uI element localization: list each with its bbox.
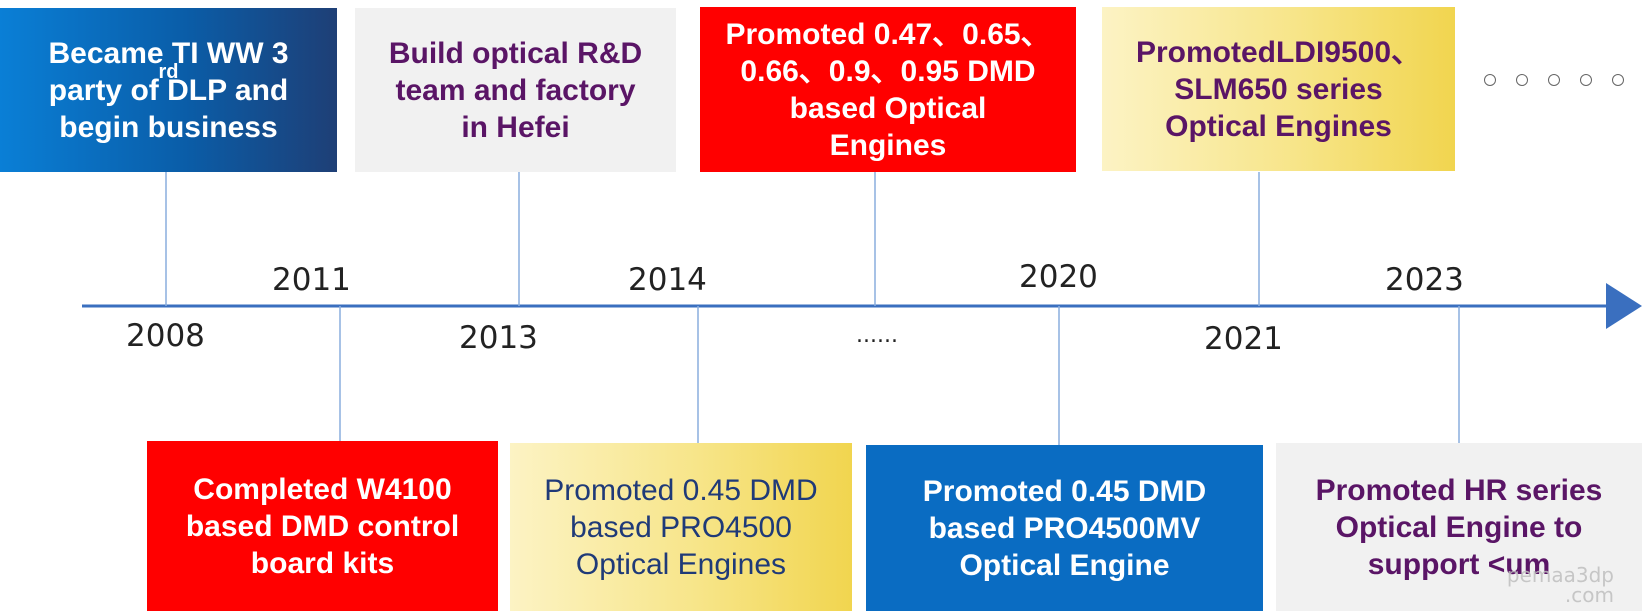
- milestone-2020-box: Promoted 0.45 DMD based PRO4500MV Optica…: [866, 445, 1263, 611]
- ellipsis-label: ......: [856, 323, 898, 348]
- milestone-dmd-line-3: based Optical: [789, 91, 987, 125]
- milestone-2020-line-1: Promoted 0.45 DMD: [922, 474, 1207, 508]
- year-label-2008: 2008: [126, 318, 205, 354]
- continuation-dot: [1580, 74, 1592, 86]
- milestone-dmd-line-4: Engines: [829, 128, 947, 162]
- watermark-line-2: .com: [1564, 583, 1614, 607]
- milestone-2011-line-1: Completed W4100: [193, 472, 452, 506]
- milestone-2011-line-3: board kits: [250, 546, 395, 580]
- continuation-dot: [1548, 74, 1560, 86]
- milestone-2020-line-2: based PRO4500MV: [928, 511, 1201, 545]
- milestone-2014-box: Promoted 0.45 DMD based PRO4500 Optical …: [510, 443, 852, 611]
- milestone-2014-line-2: based PRO4500: [570, 510, 792, 544]
- milestone-2021-line-2: SLM650 series: [1174, 72, 1383, 106]
- continuation-dots: [1484, 74, 1624, 86]
- milestone-2008-line-1-text: Became TI WW 3: [48, 36, 289, 70]
- milestone-2008-line-3: begin business: [59, 110, 278, 144]
- timeline-arrowhead: [1606, 283, 1642, 329]
- milestone-2021-line-3: Optical Engines: [1165, 109, 1392, 143]
- continuation-dot: [1612, 74, 1624, 86]
- year-label-2011: 2011: [272, 262, 351, 298]
- year-label-2021: 2021: [1204, 321, 1283, 357]
- milestone-2014-line-3: Optical Engines: [575, 547, 787, 581]
- milestone-2013-line-1: Build optical R&D: [388, 36, 643, 70]
- milestone-2021-line-1: PromotedLDI9500、: [1135, 35, 1422, 69]
- continuation-dot: [1516, 74, 1528, 86]
- milestone-2013-line-2: team and factory: [395, 73, 636, 107]
- watermark: pemaa3dp .com: [1507, 565, 1614, 605]
- milestone-dmd-engines-box: Promoted 0.47、0.65、 0.66、0.9、0.95 DMD ba…: [700, 7, 1076, 172]
- year-label-2020: 2020: [1019, 259, 1098, 295]
- milestone-2013-line-3: in Hefei: [461, 110, 570, 144]
- milestone-dmd-line-2: 0.66、0.9、0.95 DMD: [740, 54, 1036, 88]
- milestone-dmd-line-1: Promoted 0.47、0.65、: [725, 17, 1051, 51]
- milestone-2023-line-2: Optical Engine to: [1335, 510, 1583, 544]
- milestone-2023-box: Promoted HR series Optical Engine to sup…: [1276, 443, 1642, 611]
- milestone-2011-box: Completed W4100 based DMD control board …: [147, 441, 498, 611]
- milestone-2023-line-1: Promoted HR series: [1315, 473, 1603, 507]
- milestone-2020-line-3: Optical Engine: [959, 548, 1170, 582]
- milestone-2021-box: PromotedLDI9500、 SLM650 series Optical E…: [1102, 7, 1455, 171]
- continuation-dot: [1484, 74, 1496, 86]
- year-label-2014: 2014: [628, 262, 707, 298]
- milestone-2014-line-1: Promoted 0.45 DMD: [544, 473, 818, 507]
- watermark-line-1: pemaa3dp: [1506, 563, 1614, 587]
- milestone-2011-line-2: based DMD control: [185, 509, 460, 543]
- milestone-2013-box: Build optical R&D team and factory in He…: [355, 8, 676, 172]
- milestone-2023-line-3: support <um: [1367, 547, 1551, 581]
- year-label-2013: 2013: [459, 320, 538, 356]
- milestone-2008-line-2: party of DLP and: [48, 73, 289, 107]
- year-label-2023: 2023: [1385, 262, 1464, 298]
